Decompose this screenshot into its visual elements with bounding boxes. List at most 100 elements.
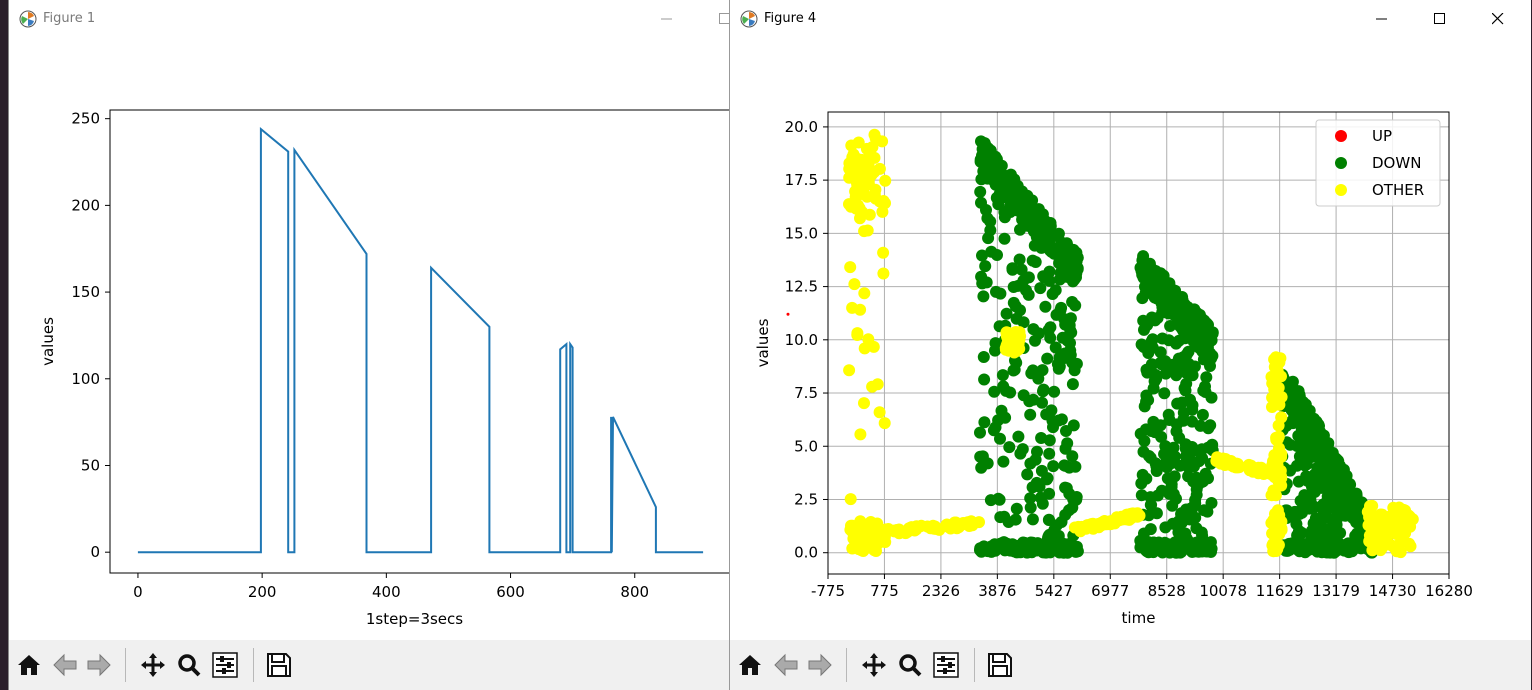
down-point (1070, 357, 1083, 370)
down-point (1180, 377, 1193, 390)
down-point (1150, 460, 1163, 473)
maximize-button[interactable] (1412, 0, 1470, 38)
x-tick-label: 775 (870, 582, 899, 600)
x-tick-label: 400 (372, 583, 401, 601)
minimize-button[interactable] (639, 0, 697, 38)
scatter-plot[interactable]: -775 775 2326 3876 5427 6977 8528 10078 11629 131… (730, 38, 1531, 638)
forward-button[interactable] (804, 648, 836, 682)
down-point (974, 544, 986, 557)
down-point (1004, 200, 1016, 213)
configure-button[interactable] (209, 648, 241, 682)
x-tick-label: 5427 (1035, 582, 1073, 600)
figure-4-titlebar[interactable]: Figure 4 (730, 0, 1531, 38)
other-point (868, 128, 881, 141)
other-point (1011, 330, 1024, 343)
other-point (1268, 449, 1281, 462)
down-point (1006, 263, 1019, 276)
down-point (1142, 509, 1155, 522)
down-point (1068, 273, 1081, 286)
down-point (1000, 384, 1012, 397)
down-point (1010, 312, 1023, 325)
save-icon (988, 653, 1012, 677)
minimize-button[interactable] (1354, 0, 1412, 38)
down-point (1297, 492, 1310, 505)
down-point (1155, 541, 1167, 554)
figure-1-toolbar (9, 640, 729, 690)
down-point (990, 191, 1003, 204)
other-point (878, 526, 890, 539)
x-tick-label: 600 (496, 583, 525, 601)
y-axis-label: values (754, 318, 772, 367)
configure-button[interactable] (930, 648, 962, 682)
maximize-icon (1434, 13, 1445, 24)
toolbar-separator (974, 648, 975, 682)
down-point (1021, 468, 1034, 481)
y-tick-label: 15.0 (785, 224, 818, 242)
other-point (1266, 391, 1279, 404)
scatter-points (786, 128, 1419, 559)
close-button[interactable] (1470, 0, 1528, 38)
down-point (994, 287, 1007, 300)
other-point (1272, 471, 1285, 484)
down-point (1059, 442, 1072, 455)
home-button[interactable] (734, 648, 766, 682)
other-point (1000, 326, 1013, 339)
y-tick-label: 10.0 (785, 331, 818, 349)
minimize-icon (1376, 18, 1387, 20)
other-point (873, 195, 886, 208)
down-point (1300, 458, 1313, 471)
other-point (1265, 370, 1278, 383)
down-point (1171, 397, 1184, 410)
zoom-button[interactable] (173, 648, 205, 682)
other-point (854, 515, 867, 528)
legend: UP DOWN OTHER (1315, 119, 1441, 207)
save-button[interactable] (263, 648, 295, 682)
other-point (856, 206, 869, 219)
pan-button[interactable] (137, 648, 169, 682)
other-point (862, 151, 875, 164)
home-button[interactable] (13, 648, 45, 682)
down-point (1041, 472, 1054, 485)
down-point (992, 492, 1005, 505)
down-point (1307, 437, 1319, 449)
figure-1-titlebar[interactable]: Figure 1 (9, 0, 729, 38)
save-icon (267, 653, 291, 677)
down-point (1007, 544, 1020, 557)
down-point (977, 290, 990, 303)
pan-button[interactable] (858, 648, 890, 682)
down-point (1170, 418, 1183, 431)
other-point (1116, 513, 1129, 526)
down-point (988, 385, 1001, 398)
down-point (1052, 414, 1065, 427)
down-point (1310, 415, 1323, 428)
other-point (1270, 525, 1283, 538)
down-point (1024, 501, 1037, 514)
y-tick-label: 50 (81, 456, 100, 474)
x-axis-label: time (1122, 609, 1156, 627)
back-button[interactable] (770, 648, 802, 682)
save-button[interactable] (984, 648, 1016, 682)
back-button[interactable] (49, 648, 81, 682)
other-point (948, 516, 961, 529)
line-plot[interactable]: 0 50 100 150 200 250 0 200 400 600 800 1step=3secs v… (9, 38, 729, 638)
down-point (1043, 237, 1056, 250)
forward-button[interactable] (83, 648, 115, 682)
y-tick-label: 20.0 (785, 118, 818, 136)
other-point (850, 176, 863, 189)
down-point (1053, 546, 1066, 559)
down-point (1012, 430, 1025, 443)
down-point (1144, 491, 1157, 504)
down-point (1320, 470, 1333, 483)
window-title: Figure 4 (764, 11, 817, 26)
other-point (869, 183, 882, 196)
down-point (1162, 408, 1175, 421)
down-point (1066, 378, 1079, 391)
zoom-button[interactable] (894, 648, 926, 682)
down-point (1052, 535, 1065, 548)
other-point (873, 162, 886, 175)
maximize-button[interactable] (697, 0, 729, 38)
down-point (1186, 415, 1199, 428)
other-point (973, 516, 985, 529)
other-point (843, 162, 856, 175)
x-tick-label: 800 (620, 583, 649, 601)
